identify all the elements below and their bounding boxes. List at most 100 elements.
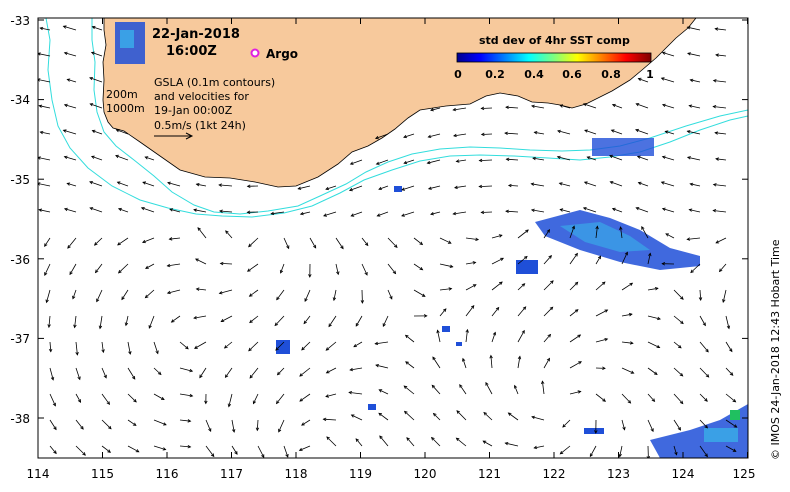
velocity-arrowhead [255,427,260,432]
velocity-arrowhead [505,105,509,110]
velocity-arrow [638,182,649,187]
velocity-arrowhead [715,157,720,161]
velocity-arrow [298,185,311,190]
velocity-arrow [299,445,311,451]
velocity-arrowhead [635,103,640,107]
velocity-arrowhead [117,242,121,246]
velocity-arrowhead [325,186,329,191]
velocity-arrow [361,237,369,246]
velocity-arrowhead [66,182,71,186]
velocity-arrow [335,237,344,249]
velocity-arrow [491,307,500,317]
velocity-arrowhead [449,264,454,268]
velocity-arrowhead [101,349,105,354]
velocity-arrowhead [525,229,529,233]
velocity-arrowhead [571,225,575,230]
velocity-arrowhead [653,371,658,376]
velocity-arrow [491,281,503,291]
velocity-arrowhead [521,329,525,334]
velocity-arrowhead [582,103,587,107]
velocity-arrow [560,445,571,455]
velocity-arrow [304,289,311,302]
velocity-arrowhead [430,211,434,216]
velocity-arrow [531,105,545,109]
velocity-arrow [101,367,107,378]
velocity-arrow [309,237,317,249]
info-line: 19-Jan 00:00Z [154,104,233,117]
velocity-arrow [719,263,727,272]
velocity-arrowhead [430,436,435,441]
velocity-arrow [91,156,103,161]
velocity-arrow [256,419,259,431]
velocity-arrowhead [530,182,535,186]
velocity-arrow [534,131,545,135]
velocity-arrowhead [364,271,368,276]
velocity-arrow [127,445,139,453]
velocity-arrow [662,104,675,109]
velocity-arrow [543,255,552,265]
velocity-arrowhead [248,347,252,352]
velocity-arrowhead [714,131,719,135]
velocity-arrow [583,207,597,213]
velocity-arrow [127,419,137,426]
velocity-arrowhead [455,159,460,163]
velocity-arrowhead [574,309,579,313]
velocity-arrow [325,341,337,351]
velocity-arrowhead [595,225,599,230]
velocity-arrowhead [144,156,149,160]
velocity-arrow [647,253,651,265]
velocity-arrow [456,410,467,421]
velocity-arrow [353,341,363,348]
velocity-arrowhead [403,134,407,139]
velocity-arrow [689,209,701,213]
velocity-arrowhead [589,453,594,458]
velocity-arrowhead [348,187,353,192]
velocity-arrow [638,78,649,83]
velocity-arrowhead [218,291,223,295]
velocity-arrowhead [193,315,197,320]
velocity-arrowhead [556,155,561,160]
velocity-arrow [64,104,77,109]
velocity-arrow [253,393,259,404]
velocity-arrow [505,442,519,447]
plot-frame [37,17,749,459]
velocity-arrow [351,211,363,217]
velocity-arrow [453,133,467,137]
velocity-arrowhead [160,396,165,401]
velocity-arrowhead [89,181,93,185]
isobath-1000m [45,18,748,218]
velocity-arrow [690,183,701,187]
velocity-arrow [179,341,189,350]
velocity-arrowhead [558,182,563,186]
velocity-arrowhead [531,415,535,419]
velocity-arrowhead [195,258,199,262]
velocity-arrow [91,52,103,57]
velocity-arrow [153,367,162,375]
velocity-arrow [248,237,259,247]
velocity-arrowhead [220,318,225,322]
velocity-arrow [699,393,708,402]
velocity-arrowhead [661,155,666,159]
velocity-arrowhead [472,261,477,265]
velocity-arrow [75,445,86,456]
velocity-arrowhead [135,449,140,453]
velocity-arrow [350,159,363,165]
velocity-arrow [257,445,265,458]
velocity-arrowhead [661,262,666,266]
velocity-arrowhead [91,129,96,134]
velocity-arrowhead [427,186,432,190]
velocity-arrow [662,208,675,213]
velocity-arrow [299,367,311,377]
velocity-arrowhead [39,26,44,31]
x-tick-label: 125 [733,467,756,481]
velocity-arrowhead [577,390,582,394]
velocity-arrowhead [218,183,222,187]
velocity-arrow [69,263,77,275]
velocity-arrow [44,237,51,247]
velocity-arrow [46,289,51,303]
velocity-arrow [715,28,727,31]
velocity-arrowhead [234,451,238,455]
velocity-arrowhead [279,269,284,274]
velocity-arrowhead [322,417,327,422]
velocity-arrowhead [541,380,545,385]
